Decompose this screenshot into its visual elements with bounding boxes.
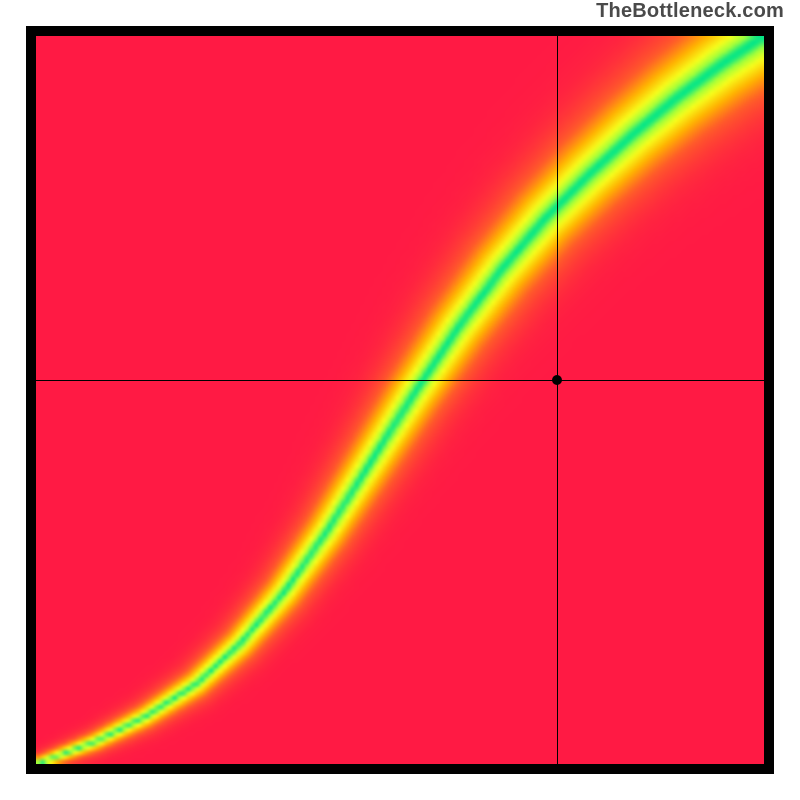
crosshair-vertical bbox=[557, 36, 558, 764]
plot-area bbox=[36, 36, 764, 764]
attribution-text: TheBottleneck.com bbox=[596, 0, 784, 23]
heatmap-canvas bbox=[36, 36, 764, 764]
crosshair-marker bbox=[552, 375, 562, 385]
crosshair-horizontal bbox=[36, 380, 764, 381]
plot-frame bbox=[26, 26, 774, 774]
